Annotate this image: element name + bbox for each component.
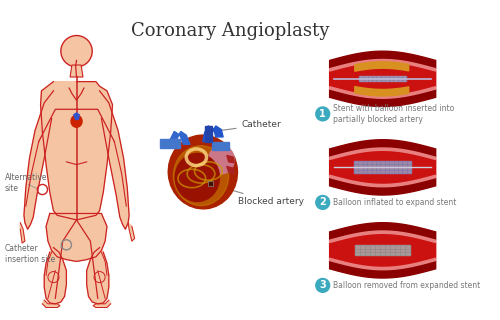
Polygon shape <box>44 248 66 304</box>
Polygon shape <box>40 82 113 220</box>
Text: 3: 3 <box>320 280 326 291</box>
Ellipse shape <box>175 154 220 202</box>
Polygon shape <box>74 113 80 119</box>
Polygon shape <box>330 150 436 184</box>
Circle shape <box>61 36 92 67</box>
Polygon shape <box>86 248 109 304</box>
Text: Alternative
site: Alternative site <box>4 173 47 193</box>
Polygon shape <box>330 51 436 69</box>
Polygon shape <box>330 148 436 160</box>
Polygon shape <box>227 156 234 163</box>
Bar <box>355 245 410 255</box>
Polygon shape <box>42 300 60 308</box>
Bar <box>354 161 412 173</box>
Polygon shape <box>330 260 436 278</box>
Polygon shape <box>330 60 436 71</box>
Bar <box>360 76 406 81</box>
Circle shape <box>316 196 330 209</box>
Polygon shape <box>355 86 408 96</box>
Ellipse shape <box>174 146 229 206</box>
Polygon shape <box>168 132 190 148</box>
Polygon shape <box>330 140 436 157</box>
Polygon shape <box>330 87 436 98</box>
Bar <box>160 139 180 148</box>
Polygon shape <box>203 126 223 141</box>
Text: 1: 1 <box>320 109 326 119</box>
Polygon shape <box>330 89 436 107</box>
Ellipse shape <box>208 146 234 174</box>
Polygon shape <box>330 175 436 187</box>
Ellipse shape <box>168 135 237 209</box>
Text: Catheter
insertion site: Catheter insertion site <box>4 244 62 264</box>
Polygon shape <box>227 166 234 174</box>
Text: Coronary Angioplasty: Coronary Angioplasty <box>132 22 330 40</box>
Polygon shape <box>330 178 436 195</box>
Polygon shape <box>355 62 408 71</box>
Circle shape <box>316 107 330 121</box>
Text: Catheter: Catheter <box>210 120 282 132</box>
Text: Balloon removed from expanded stent: Balloon removed from expanded stent <box>333 281 480 290</box>
Polygon shape <box>93 300 110 308</box>
Polygon shape <box>330 223 436 240</box>
Circle shape <box>48 272 59 283</box>
Bar <box>212 141 228 150</box>
Polygon shape <box>24 91 54 229</box>
Text: Blocked artery: Blocked artery <box>213 185 304 206</box>
Polygon shape <box>70 65 83 77</box>
Bar <box>204 126 212 142</box>
Polygon shape <box>330 258 436 270</box>
Polygon shape <box>330 62 436 96</box>
Polygon shape <box>20 223 25 243</box>
Polygon shape <box>330 231 436 243</box>
Circle shape <box>316 278 330 292</box>
Bar <box>208 181 213 186</box>
Ellipse shape <box>71 115 82 127</box>
Polygon shape <box>128 223 134 241</box>
Polygon shape <box>100 91 129 229</box>
Circle shape <box>94 272 105 283</box>
Text: 2: 2 <box>320 197 326 207</box>
Text: Stent with balloon inserted into
partially blocked artery: Stent with balloon inserted into partial… <box>333 104 454 124</box>
Polygon shape <box>330 233 436 268</box>
Text: Balloon inflated to expand stent: Balloon inflated to expand stent <box>333 198 456 207</box>
Polygon shape <box>46 213 107 261</box>
